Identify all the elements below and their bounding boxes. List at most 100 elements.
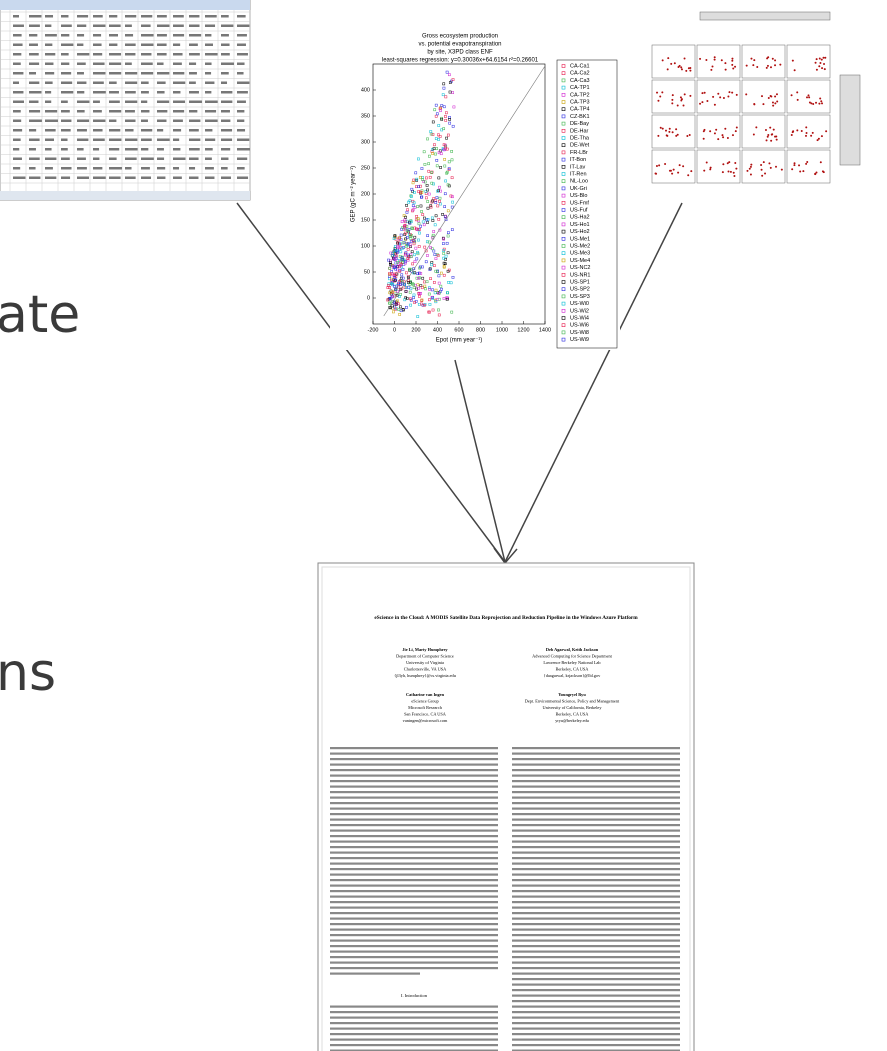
sheet-cell-text	[173, 53, 183, 56]
sheet-cell-text	[173, 34, 184, 37]
lattice-dot	[735, 168, 737, 170]
legend-label: DE-Bay	[570, 121, 589, 127]
lattice-dot	[690, 170, 692, 172]
x-tick-label: -200	[367, 327, 378, 333]
legend-label: IT-Lav	[570, 164, 586, 170]
lattice-dot	[733, 172, 735, 174]
paper-body-line	[512, 868, 680, 870]
lattice-panel	[652, 45, 695, 78]
lattice-dot	[684, 93, 686, 95]
paper-body-line	[512, 978, 680, 980]
sheet-cell-text	[29, 101, 38, 104]
x-tick-label: 200	[411, 327, 420, 333]
paper-body-line	[330, 775, 498, 777]
sheet-cell-text	[93, 53, 102, 56]
paper-body-line	[512, 1017, 680, 1019]
lattice-dot	[660, 127, 662, 129]
lattice-dot	[816, 69, 818, 71]
slide-canvas: ate ns Gross ecosystem productionvs. pot…	[0, 0, 887, 1051]
author-name: Jie Li, Marty Humphrey	[402, 647, 448, 652]
sheet-cell-text	[141, 129, 152, 132]
sheet-toolbar	[0, 0, 250, 10]
sheet-cell-text	[189, 63, 196, 66]
lattice-dot	[701, 101, 703, 103]
paper-body-line	[512, 863, 680, 865]
sheet-cell-text	[141, 44, 153, 47]
chart-title: vs. potential evapotranspiration	[418, 42, 501, 48]
sheet-cell-text	[125, 82, 137, 85]
lattice-dot	[752, 64, 754, 66]
lattice-dot	[727, 162, 729, 164]
lattice-dot	[681, 68, 683, 70]
sheet-cell-text	[205, 63, 212, 66]
lattice-dot	[764, 172, 766, 174]
lattice-dot	[812, 132, 814, 134]
lattice-dot	[808, 96, 810, 98]
sheet-cell-text	[61, 53, 69, 56]
paper-body-line	[512, 874, 680, 876]
legend-label: US-Blo	[570, 193, 587, 199]
lattice-dot	[685, 70, 687, 72]
lattice-dot	[682, 165, 684, 167]
legend-label: US-Wi0	[570, 301, 589, 307]
sheet-cell-text	[205, 15, 217, 18]
sheet-cell-text	[45, 72, 54, 75]
lattice-dot	[731, 92, 733, 94]
lattice-dot	[822, 170, 824, 172]
sheet-cell-text	[157, 44, 167, 47]
sheet-cell-text	[77, 72, 84, 75]
lattice-dot	[821, 67, 823, 69]
lattice-dot	[721, 59, 723, 61]
lattice-dot	[689, 134, 691, 136]
sheet-cell-text	[29, 44, 38, 47]
lattice-dot	[824, 57, 826, 59]
sheet-cell-text	[109, 82, 117, 85]
sheet-cell-text	[189, 148, 200, 151]
lattice-dot	[772, 105, 774, 107]
sheet-cell-text	[13, 91, 23, 94]
paper-body-line	[512, 995, 680, 997]
lattice-dot	[731, 60, 733, 62]
sheet-cell-text	[77, 120, 89, 123]
lattice-dot	[667, 68, 669, 70]
sheet-cell-text	[205, 82, 214, 85]
lattice-dot	[776, 139, 778, 141]
lattice-dot	[717, 93, 719, 95]
legend: CA-Ca1CA-Ca2CA-Ca3CA-TP1CA-TP2CA-TP3CA-T…	[557, 60, 617, 348]
lattice-dot	[733, 175, 735, 177]
sheet-cell-text	[221, 44, 230, 47]
x-tick-label: 0	[393, 327, 396, 333]
sheet-cell-text	[29, 148, 36, 151]
sheet-cell-text	[93, 148, 99, 151]
paper-body-line	[330, 797, 498, 799]
lattice-dot	[662, 128, 664, 130]
sheet-cell-text	[125, 167, 132, 170]
lattice-dot	[791, 94, 793, 96]
sheet-cell-text	[141, 15, 152, 18]
lattice-dot	[658, 164, 660, 166]
paper-body-line	[330, 1039, 498, 1041]
paper-section-heading: I. Introduction	[401, 993, 428, 998]
lattice-dot	[768, 97, 770, 99]
sheet-cell-text	[109, 177, 121, 180]
sheet-cell-text	[125, 63, 132, 66]
sheet-cell-text	[29, 82, 39, 85]
legend-label: US-SP2	[570, 287, 590, 293]
paper-body-line	[512, 797, 680, 799]
paper-body-line	[330, 747, 498, 749]
sheet-cell-text	[141, 91, 149, 94]
sheet-cell-text	[109, 34, 118, 37]
sheet-cell-text	[141, 34, 154, 37]
lattice-dot	[796, 129, 798, 131]
paper-body-line	[330, 841, 498, 843]
sheet-cell-text	[61, 82, 72, 85]
lattice-dot	[799, 170, 801, 172]
lattice-dot	[734, 66, 736, 68]
lattice-dot	[812, 103, 814, 105]
paper-body-line	[512, 907, 680, 909]
sheet-cell-text	[237, 167, 245, 170]
sheet-cell-text	[77, 158, 86, 161]
sheet-cell-text	[173, 120, 183, 123]
sheet-cell-text	[141, 25, 151, 28]
lattice-dot	[768, 162, 770, 164]
